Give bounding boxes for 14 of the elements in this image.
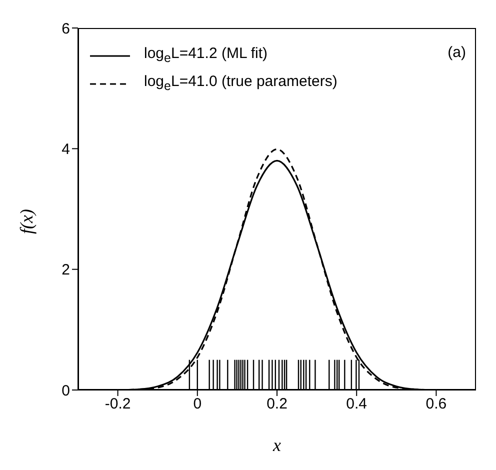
x-axis-title: x [272, 434, 281, 455]
x-tick-label: 0.6 [426, 396, 447, 413]
y-tick-label: 6 [62, 20, 70, 38]
y-tick-label: 0 [62, 382, 70, 400]
x-tick-label: 0 [193, 396, 202, 413]
y-tick-label: 2 [62, 262, 70, 279]
x-tick-label: -0.2 [104, 396, 131, 413]
y-axis-title: f(x) [16, 209, 36, 234]
x-tick-label: 0.4 [346, 396, 368, 413]
legend-label: log$_{e}$L=41.0 (true parameters) [144, 72, 338, 95]
legend-label: log$_{e}$L=41.2 (ML fit) [144, 44, 268, 67]
x-tick-label: 0.2 [266, 396, 288, 413]
y-tick-label: 4 [62, 140, 70, 158]
annotation: (a) [448, 44, 466, 61]
